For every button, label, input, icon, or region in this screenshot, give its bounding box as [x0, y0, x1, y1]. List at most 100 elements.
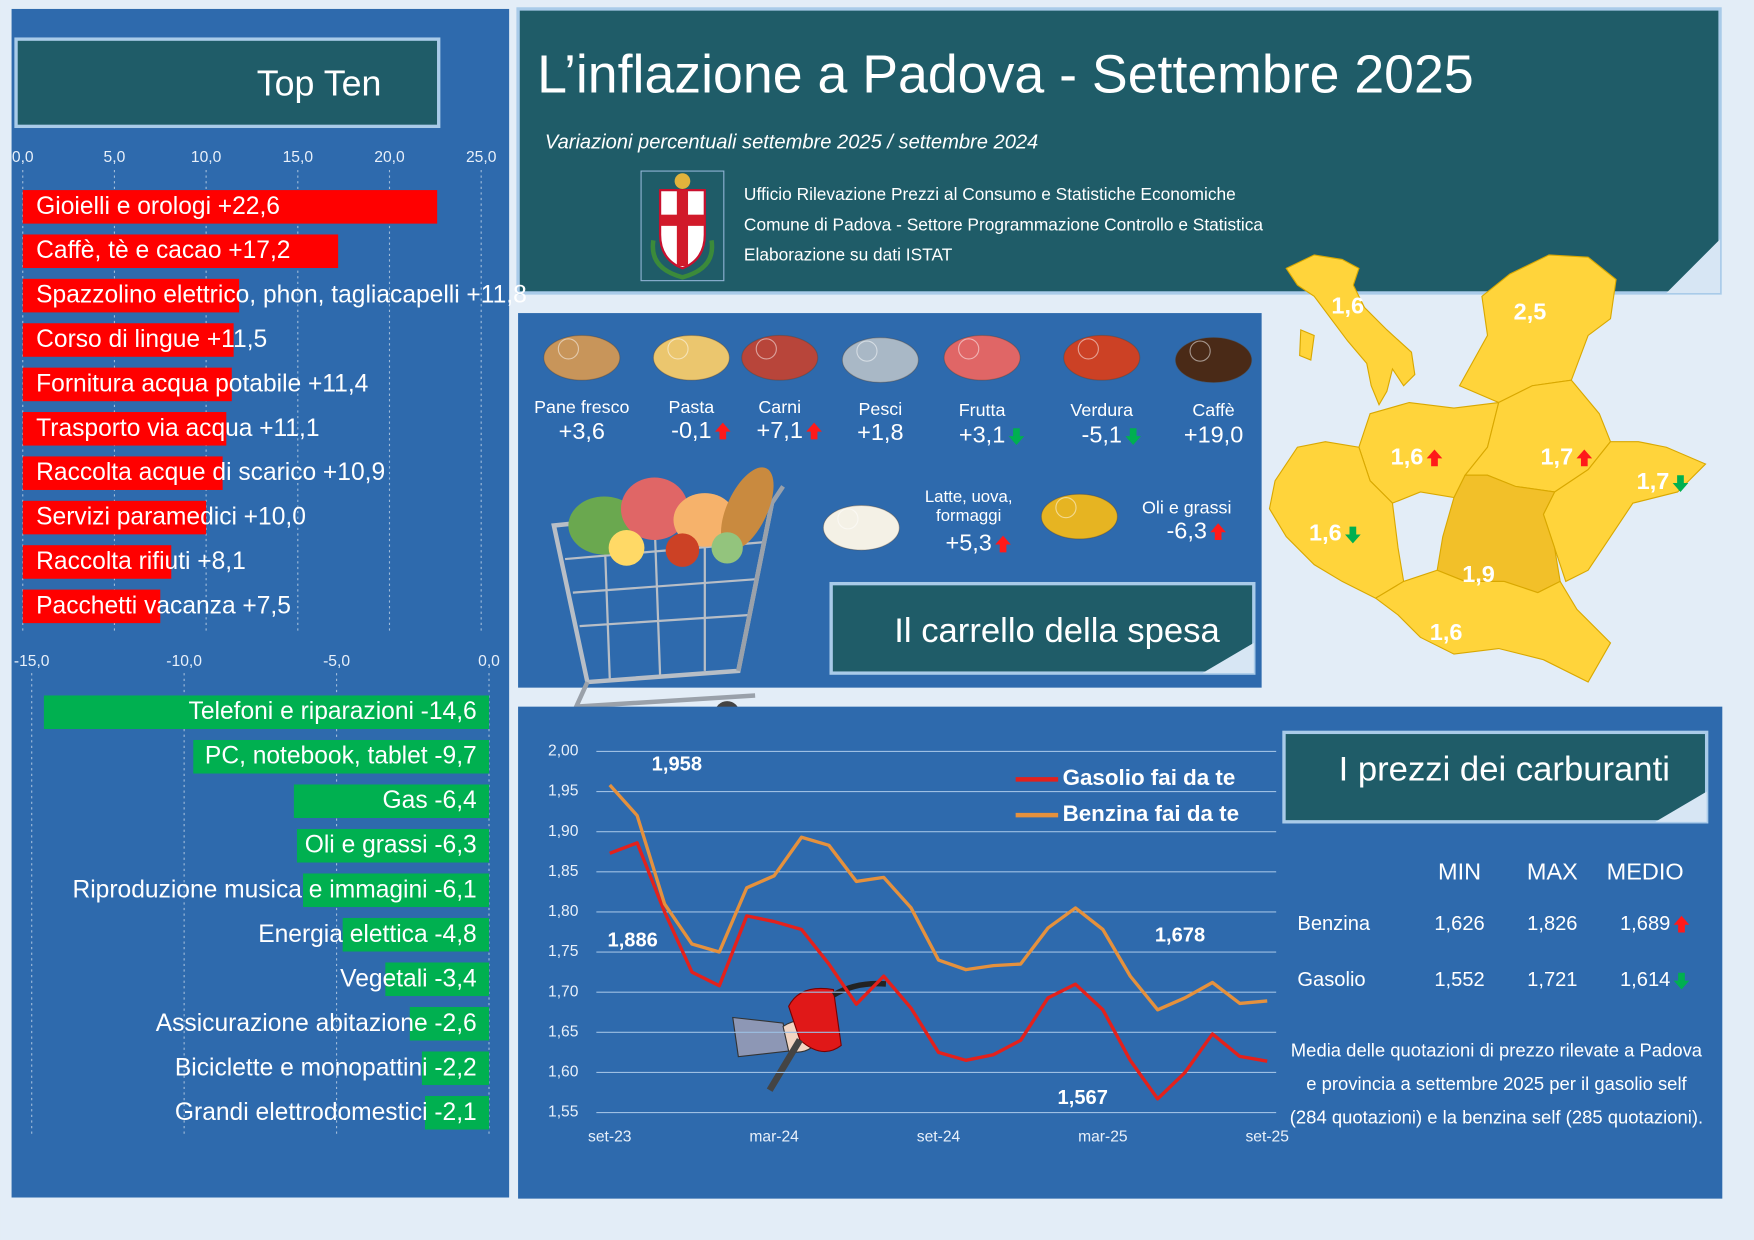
value-label: +11,1: [259, 414, 319, 441]
top-ten-title: Top Ten: [257, 64, 382, 104]
food-icon-detail: [667, 338, 689, 360]
bar-label: Vegetali -3,4: [340, 965, 477, 992]
bar-label: Fornitura acqua potabile +11,4: [36, 370, 368, 397]
x-tick-label: -5,0: [323, 653, 350, 670]
bar-label: PC, notebook, tablet -9,7: [205, 742, 477, 769]
bar-label: Servizi paramedici +10,0: [36, 503, 306, 530]
map-value: 1,6: [1331, 293, 1364, 319]
line-series: [609, 841, 1268, 1101]
basket-item-name: Pane fresco: [534, 397, 629, 417]
value-label: -2,6: [434, 1009, 476, 1036]
x-tick-label: 20,0: [374, 149, 405, 166]
food-icon: [652, 334, 730, 381]
map-value: 1,7: [1637, 468, 1670, 494]
bar: [22, 323, 234, 357]
y-tick-label: 1,85: [548, 863, 579, 880]
food-icon: [841, 337, 919, 383]
main-title: L’inflazione a Padova - Settembre 2025: [537, 44, 1474, 104]
x-tick-label: 15,0: [283, 149, 314, 166]
category-label: PC, notebook, tablet: [205, 742, 428, 769]
food-icon-detail: [1077, 338, 1099, 360]
x-tick-label: 0,0: [478, 653, 500, 670]
bar: [22, 367, 232, 402]
value-label: -9,7: [434, 742, 476, 769]
basket-item-value: -5,1: [1082, 421, 1122, 447]
food-icon-detail: [1055, 497, 1077, 519]
category-label: Biciclette e monopattini: [175, 1054, 428, 1081]
food-icon: [1040, 493, 1118, 540]
value-label: +11,5: [207, 326, 267, 353]
page-curl: [1666, 239, 1721, 293]
table-cell: 1,689: [1620, 913, 1670, 935]
trend-arrow: [1672, 475, 1689, 492]
x-tick-label: 10,0: [191, 149, 222, 166]
y-tick-label: 1,65: [548, 1023, 579, 1040]
x-tick-label: mar-24: [749, 1128, 799, 1145]
category-label: Riproduzione musica e immagini: [72, 876, 427, 903]
fuel-chart-title: I prezzi dei carburanti: [1339, 751, 1670, 789]
table-header: MAX: [1527, 858, 1578, 884]
table-row-label: Gasolio: [1297, 969, 1365, 991]
bar: [385, 962, 490, 997]
value-label: +11,8: [466, 281, 526, 308]
value-label: -4,8: [434, 920, 476, 947]
category-label: Vegetali: [340, 965, 427, 992]
bar-label: Corso di lingue +11,5: [36, 326, 267, 353]
fuel-note: Media delle quotazioni di prezzo rilevat…: [1289, 1040, 1704, 1129]
value-label: -6,3: [434, 831, 476, 858]
bar: [22, 456, 223, 490]
top-ten-box: [14, 37, 441, 129]
category-label: Grandi elettrodomestici: [175, 1098, 428, 1125]
x-tick-label: -10,0: [166, 653, 202, 670]
table-header: MEDIO: [1607, 858, 1684, 884]
category-label: Trasporto via acqua: [36, 414, 253, 441]
x-tick-label: mar-25: [1078, 1128, 1128, 1145]
basket-item-value: +1,8: [857, 419, 903, 445]
value-label: -14,6: [421, 698, 477, 725]
bar-label: Spazzolino elettrico, phon, tagliacapell…: [36, 281, 527, 308]
basket-item-name: Caffè: [1192, 400, 1234, 420]
bar-label: Trasporto via acqua +11,1: [36, 414, 319, 441]
basket-item-name: Pasta: [669, 397, 715, 417]
bar: [293, 784, 490, 819]
category-label: Gas: [383, 787, 428, 814]
basket-item-name: Carni: [758, 397, 801, 417]
table-cell: 1,626: [1434, 913, 1484, 935]
food-icon: [822, 504, 900, 551]
fuel-note-box: Media delle quotazioni di prezzo rilevat…: [1289, 1040, 1704, 1129]
food-icon-detail: [958, 338, 980, 360]
bar: [22, 589, 161, 624]
trend-arrow: [1345, 526, 1361, 544]
bar-label: Assicurazione abitazione -2,6: [156, 1009, 477, 1036]
map-value: 1,9: [1462, 561, 1495, 587]
map-value: 1,7: [1541, 444, 1574, 470]
category-label: Fornitura acqua potabile: [36, 370, 301, 397]
bar: [22, 190, 438, 224]
category-label: Spazzolino elettrico, phon, tagliacapell…: [36, 281, 460, 308]
category-label: Oli e grassi: [305, 831, 428, 858]
bar: [43, 695, 490, 730]
food-icon-detail: [755, 338, 777, 360]
city-logo: [640, 170, 725, 282]
category-label: Pacchetti vacanza: [36, 592, 236, 619]
page-curl: [1202, 642, 1254, 674]
value-label: +22,6: [218, 192, 280, 219]
bar-label: Raccolta rifiuti +8,1: [36, 547, 246, 574]
y-tick-label: 1,95: [548, 783, 579, 800]
table-cell: 1,826: [1527, 913, 1577, 935]
basket-item-name: Verdura: [1070, 400, 1133, 420]
x-tick-label: 25,0: [466, 149, 497, 166]
bar: [22, 278, 240, 313]
value-label: +17,2: [228, 237, 290, 264]
category-label: Corso di lingue: [36, 326, 200, 353]
category-label: Assicurazione abitazione: [156, 1009, 428, 1036]
food-icon-detail: [837, 508, 859, 530]
bar: [421, 1051, 490, 1086]
food-icon-detail: [856, 340, 878, 362]
bar-label: Gioielli e orologi +22,6: [36, 192, 280, 219]
category-label: Raccolta rifiuti: [36, 547, 190, 574]
trend-arrow: [1210, 523, 1226, 541]
bar: [409, 1006, 490, 1041]
bar: [424, 1095, 490, 1130]
trend-arrow: [1426, 449, 1443, 467]
